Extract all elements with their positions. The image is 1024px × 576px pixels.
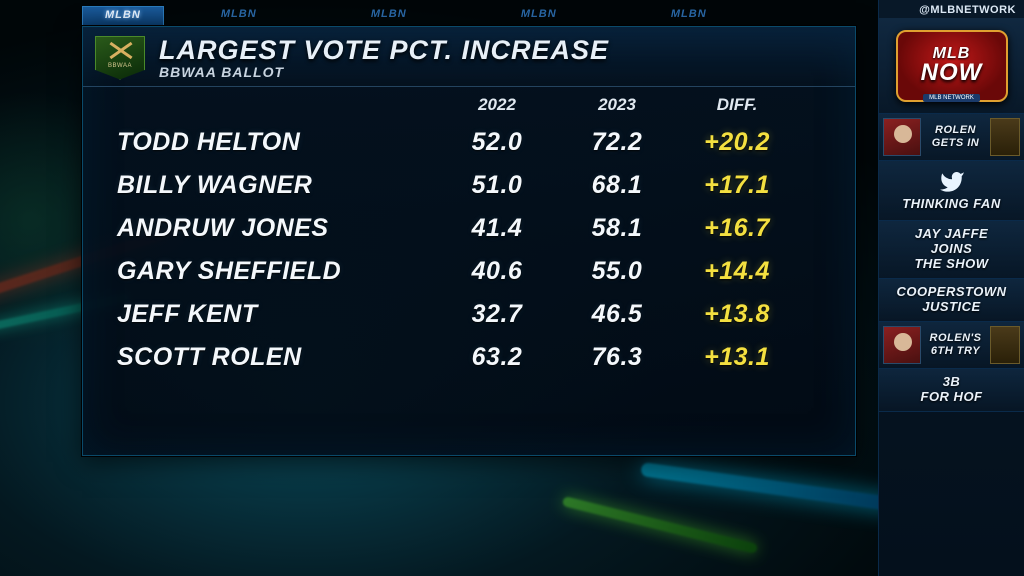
logo-line2: NOW [921, 59, 983, 87]
col-diff: DIFF. [677, 95, 797, 115]
tab-strip: MLBN MLBN MLBN MLBN MLBN [82, 6, 856, 28]
val-2023: 46.5 [557, 302, 677, 327]
hof-plaque-icon [990, 326, 1020, 364]
val-2022: 40.6 [437, 259, 557, 284]
panel-title: LARGEST VOTE PCT. INCREASE [159, 35, 609, 66]
table-row: BILLY WAGNER51.068.1+17.1 [117, 164, 827, 207]
player-name: BILLY WAGNER [117, 173, 437, 198]
player-name: SCOTT ROLEN [117, 345, 437, 370]
player-name: ANDRUW JONES [117, 216, 437, 241]
val-2023: 55.0 [557, 259, 677, 284]
sidebar-item-label: ROLEN'S 6TH TRY [925, 332, 986, 357]
panel-header: BBWAA LARGEST VOTE PCT. INCREASE BBWAA B… [83, 27, 855, 87]
badge-label: BBWAA [96, 63, 144, 69]
player-name: JEFF KENT [117, 302, 437, 327]
tab-ghost: MLBN [614, 6, 764, 28]
sidebar: @MLBNETWORK MLB NOW MLB NETWORK ROLEN GE… [878, 0, 1024, 576]
val-2022: 52.0 [437, 130, 557, 155]
val-2023: 58.1 [557, 216, 677, 241]
table-row: TODD HELTON52.072.2+20.2 [117, 121, 827, 164]
player-thumb-icon [883, 118, 921, 156]
col-2023: 2023 [557, 95, 677, 115]
bg-streak [562, 496, 758, 554]
tab-ghost: MLBN [314, 6, 464, 28]
sidebar-item-label: ROLEN GETS IN [925, 124, 986, 149]
network-handle: @MLBNETWORK [879, 0, 1024, 18]
val-2023: 72.2 [557, 130, 677, 155]
table-row: ANDRUW JONES41.458.1+16.7 [117, 207, 827, 250]
val-2022: 32.7 [437, 302, 557, 327]
sidebar-item-label: COOPERSTOWNJUSTICE [897, 284, 1007, 314]
sidebar-item[interactable]: JAY JAFFEJOINSTHE SHOW [879, 221, 1024, 279]
tab-ghost: MLBN [164, 6, 314, 28]
table-row: SCOTT ROLEN63.276.3+13.1 [117, 336, 827, 379]
val-2022: 41.4 [437, 216, 557, 241]
logo-ribbon: MLB NETWORK [923, 94, 980, 102]
table-row: JEFF KENT32.746.5+13.8 [117, 293, 827, 336]
bg-streak [640, 462, 899, 512]
tab-active[interactable]: MLBN [82, 6, 164, 28]
val-2022: 63.2 [437, 345, 557, 370]
val-diff: +17.1 [677, 173, 797, 198]
player-name: GARY SHEFFIELD [117, 259, 437, 284]
sidebar-item[interactable]: ROLEN GETS IN [879, 114, 1024, 161]
player-name: TODD HELTON [117, 130, 437, 155]
val-2023: 76.3 [557, 345, 677, 370]
val-diff: +14.4 [677, 259, 797, 284]
hof-plaque-icon [990, 118, 1020, 156]
sidebar-item-label: 3BFOR HOF [921, 374, 983, 404]
twitter-icon [939, 169, 965, 195]
val-diff: +20.2 [677, 130, 797, 155]
mlb-now-logo-icon: MLB NOW MLB NETWORK [896, 30, 1008, 102]
val-diff: +13.1 [677, 345, 797, 370]
sidebar-item[interactable]: 3BFOR HOF [879, 369, 1024, 412]
sidebar-item-label: JAY JAFFEJOINSTHE SHOW [914, 226, 988, 271]
col-2022: 2022 [437, 95, 557, 115]
player-thumb-icon [883, 326, 921, 364]
stats-panel: BBWAA LARGEST VOTE PCT. INCREASE BBWAA B… [82, 26, 856, 456]
sidebar-item[interactable]: COOPERSTOWNJUSTICE [879, 279, 1024, 322]
sidebar-item[interactable]: THINKING FAN [879, 161, 1024, 221]
table-header-row: 2022 2023 DIFF. [117, 95, 827, 115]
val-diff: +13.8 [677, 302, 797, 327]
val-2023: 68.1 [557, 173, 677, 198]
stats-table: 2022 2023 DIFF. TODD HELTON52.072.2+20.2… [83, 87, 855, 379]
show-logo-box: MLB NOW MLB NETWORK [879, 18, 1024, 114]
val-2022: 51.0 [437, 173, 557, 198]
sidebar-item-label: THINKING FAN [902, 197, 1000, 212]
panel-subtitle: BBWAA BALLOT [159, 64, 609, 80]
bbwaa-badge-icon: BBWAA [95, 36, 145, 80]
sidebar-item[interactable]: ROLEN'S 6TH TRY [879, 322, 1024, 369]
tab-ghost: MLBN [464, 6, 614, 28]
val-diff: +16.7 [677, 216, 797, 241]
table-row: GARY SHEFFIELD40.655.0+14.4 [117, 250, 827, 293]
